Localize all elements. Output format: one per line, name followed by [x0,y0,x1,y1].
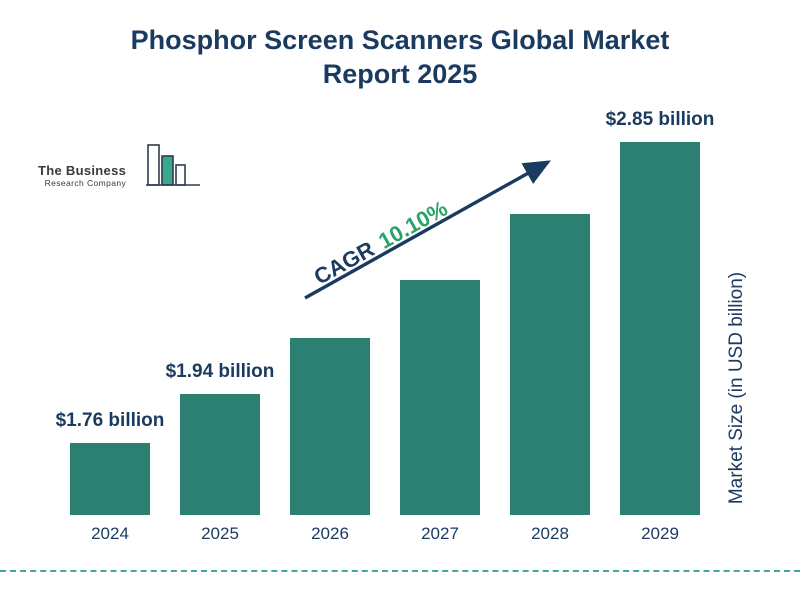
x-axis-label: 2025 [201,524,239,543]
page-title: Phosphor Screen Scanners Global Market R… [130,25,670,89]
bar-value-label: $1.94 billion [165,361,275,383]
bar [620,142,700,515]
bar [510,214,590,515]
bar-chart-logo-icon [146,144,201,186]
bar [70,443,150,515]
bar-column [290,338,370,515]
bar-chart: $1.76 billion $1.94 billion $2.85 billion [56,100,714,515]
bar-column: $1.94 billion [166,359,274,515]
company-logo-line2: Research Company [44,178,127,188]
x-axis-label: 2024 [91,524,129,543]
bar-value-label: $1.76 billion [55,410,165,432]
bar-column [400,280,480,515]
bottom-divider [0,570,800,572]
y-axis-label: Market Size (in USD billion) [726,271,747,505]
bar-column: $2.85 billion [606,107,714,515]
company-logo-line1: The Business [38,163,127,178]
company-logo: The Business Research Company [38,140,202,194]
bar-value-label: $2.85 billion [605,109,715,131]
bar-column: $1.76 billion [56,408,164,515]
x-axis-label: 2026 [311,524,349,543]
bar-column [510,214,590,515]
x-axis-label: 2027 [421,524,459,543]
company-logo-text: The Business Research Company [38,163,126,188]
bar [290,338,370,515]
x-axis-label: 2029 [641,524,679,543]
bar [400,280,480,515]
x-axis-labels: 2024 2025 2026 2027 2028 2029 [70,524,700,544]
cagr-arrow [304,160,551,300]
x-axis-label: 2028 [531,524,569,543]
bar [180,394,260,515]
